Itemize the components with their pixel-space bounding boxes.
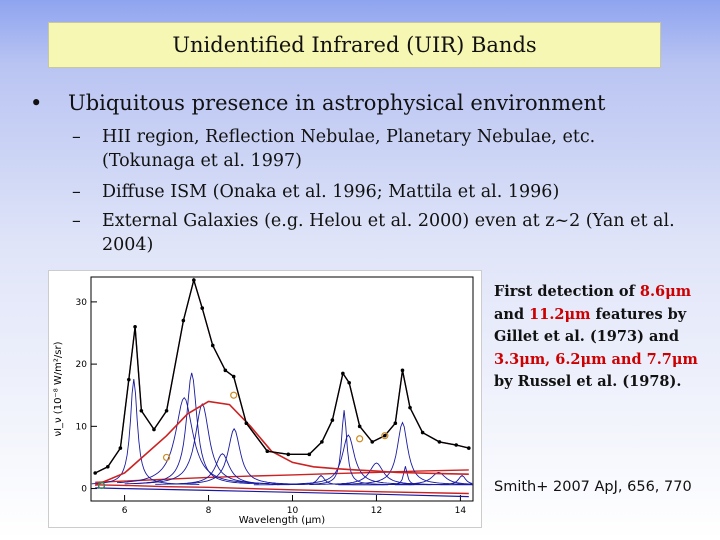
- x-tick-label: 12: [371, 506, 382, 516]
- data-point: [181, 318, 186, 323]
- data-point: [244, 421, 249, 426]
- marker-circle: [230, 391, 238, 399]
- series-line: [94, 277, 469, 474]
- data-point: [437, 440, 442, 444]
- marker-circle: [356, 435, 364, 443]
- marker-circle: [162, 453, 171, 462]
- feature-profile: [335, 421, 470, 485]
- data-point: [408, 405, 412, 410]
- data-point: [133, 324, 137, 329]
- feature-profile: [338, 466, 473, 486]
- figure-caption: First detection of 8.6μm and 11.2μm feat…: [494, 281, 709, 394]
- x-tick-label: 8: [206, 506, 212, 516]
- feature-profile: [135, 402, 270, 485]
- sub-bullet-text: HII region, Reflection Nebulae, Planetar…: [102, 127, 596, 171]
- data-point: [286, 452, 291, 457]
- caption-text: First detection of: [494, 283, 635, 300]
- data-point: [105, 464, 110, 469]
- x-axis-label: Wavelength (μm): [239, 515, 326, 526]
- data-point: [223, 368, 228, 373]
- sub-bullet-text: External Galaxies (e.g. Helou et al. 200…: [102, 211, 675, 255]
- feature-profile: [166, 427, 302, 485]
- caption-wavelength: 8.6μm: [639, 283, 692, 300]
- data-point: [231, 374, 236, 379]
- data-point: [93, 471, 97, 475]
- y-tick-label: 20: [76, 360, 88, 370]
- data-point: [139, 408, 144, 413]
- citation: Smith+ 2007 ApJ, 656, 770: [494, 479, 692, 495]
- y-tick-label: 30: [76, 298, 88, 308]
- data-point: [341, 371, 345, 376]
- data-point: [164, 408, 169, 413]
- data-point: [330, 418, 335, 422]
- plot-frame: [90, 276, 474, 502]
- feature-profile: [91, 378, 200, 485]
- data-point: [152, 427, 156, 432]
- series-line: [95, 484, 469, 495]
- data-point: [370, 440, 375, 444]
- series-line: [95, 487, 469, 498]
- data-point: [400, 368, 405, 373]
- feature-profile: [116, 396, 252, 484]
- data-point: [265, 449, 270, 454]
- marker-circle: [97, 481, 106, 490]
- data-point: [357, 424, 362, 429]
- bullet-text: Ubiquitous presence in astrophysical env…: [68, 91, 606, 115]
- feature-profile: [394, 474, 473, 486]
- data-point: [383, 433, 387, 438]
- spectrum-chart: 6 8 10 12 14 0 10 20 30 Wavelength (μm) νI_ν (10⁻⁸…: [53, 276, 474, 526]
- data-point: [192, 278, 196, 282]
- series-line: [94, 400, 469, 487]
- y-tick-label: 0: [81, 485, 87, 495]
- caption-wavelength: 11.2μm: [529, 305, 591, 323]
- x-tick-label: 10: [287, 506, 299, 516]
- series-line: [95, 469, 469, 483]
- series-line: [94, 277, 469, 474]
- data-point: [393, 421, 398, 426]
- data-point: [420, 430, 425, 435]
- bullet-marker: •: [30, 91, 43, 115]
- data-point: [126, 377, 131, 382]
- caption-text: and: [494, 305, 525, 323]
- sub-bullet-marker: –: [72, 127, 81, 147]
- data-point: [320, 440, 324, 444]
- caption-text: by Russel et al. (1978).: [494, 373, 682, 390]
- spectrum-figure: 6 8 10 12 14 0 10 20 30 Wavelength (μm) νI_ν (10⁻⁸…: [48, 270, 482, 528]
- data-point: [118, 446, 123, 450]
- x-tick-label: 6: [122, 506, 128, 516]
- x-tick-label: 14: [455, 506, 467, 516]
- marker-circle: [381, 432, 389, 440]
- sub-bullet-marker: –: [72, 182, 81, 202]
- data-point: [210, 343, 215, 348]
- sub-bullet-text: Diffuse ISM (Onaka et al. 1996; Mattila …: [102, 182, 560, 202]
- sub-bullet-marker: –: [72, 211, 81, 231]
- data-point: [307, 452, 312, 457]
- data-point: [467, 446, 471, 450]
- caption-wavelength: 3.3μm, 6.2μm and 7.7μm: [494, 350, 698, 368]
- y-axis-label: νI_ν (10⁻⁸ W/m²/sr): [53, 341, 64, 436]
- y-tick-label: 10: [76, 422, 88, 432]
- data-point: [200, 306, 205, 310]
- data-point: [347, 380, 351, 385]
- data-point: [454, 443, 459, 447]
- caption-text: features by Gillet et al. (1973) and: [494, 305, 687, 346]
- feature-profile: [281, 434, 416, 485]
- slide-title: Unidentified Infrared (UIR) Bands: [48, 22, 661, 68]
